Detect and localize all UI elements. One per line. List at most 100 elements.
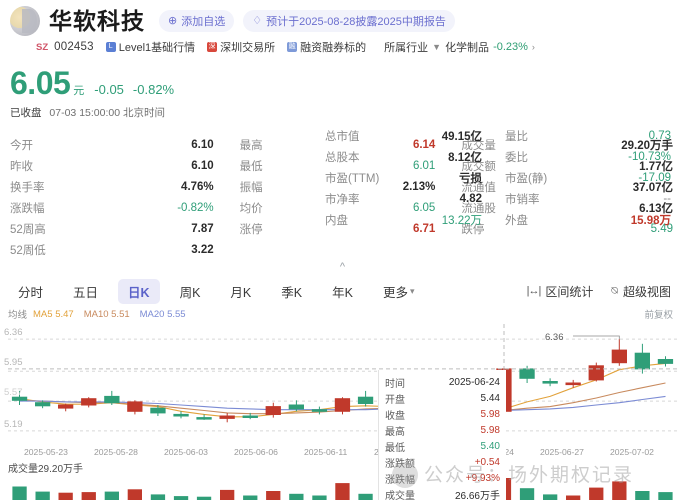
chevron-up-icon: ^	[339, 261, 346, 273]
stat-row: 市净率 4.82	[325, 188, 500, 209]
tab-more-label: 更多	[382, 285, 408, 300]
y-axis-label: 5.19	[4, 419, 23, 430]
tag-margin[interactable]: 融 融资融券标的	[287, 39, 366, 55]
tab-jik[interactable]: 季K	[281, 285, 303, 300]
tab-niank[interactable]: 年K	[332, 285, 353, 300]
tooltip-value: 2025-06-24	[448, 376, 500, 388]
stat-row: 52周低 3.22	[10, 239, 232, 260]
add-watchlist-button[interactable]: ⊕ 添加自选	[159, 10, 235, 32]
stat-value: --	[663, 192, 671, 205]
collapse-stats-button[interactable]: ^	[0, 260, 685, 276]
tooltip-value: 26.66万手	[454, 490, 500, 500]
stats-column-3: 成交量 29.20万手 成交额 1.77亿 流通值 37.07亿 流通股 6.13亿 跌…	[453, 134, 675, 260]
adjust-mode-label[interactable]: 前复权	[644, 310, 673, 321]
stat-key: 市销率	[505, 193, 540, 206]
peak-price-annotation: 6.36	[545, 332, 564, 343]
stat-value: 4.76%	[181, 180, 214, 193]
stat-value: 2.13%	[402, 180, 436, 193]
stat-value: 1.77亿	[639, 160, 673, 173]
chart-period-tabs: 分时 五日 日K 周K 月K 季K 年K 更多 ▾ |↔| 区间统计 ⍉ 超级视…	[0, 276, 685, 306]
stat-key: 成交量	[461, 139, 496, 152]
candle-tooltip: 时间 2025-06-24 开盘 5.44 收盘 5.98 最高 5.98 最低 5.40…	[378, 370, 506, 500]
stat-key: 换手率	[10, 181, 45, 194]
exchange-tag: SZ	[36, 41, 49, 53]
expand-icon: ⍉	[611, 284, 618, 297]
tab-wuri[interactable]: 五日	[73, 285, 99, 300]
stat-value: 6.05	[412, 201, 436, 214]
volume-chart[interactable]: 成交量29.20万手	[0, 460, 685, 500]
y-axis-label: 5.95	[4, 357, 23, 368]
tooltip-key: 成交量	[385, 490, 415, 500]
tag-margin-label: 融资融券标的	[300, 42, 367, 54]
stats-column-5: 量比 0.73 委比 -10.73% 市盈(静) -17.09 市销率 -- 外盘 15.…	[505, 125, 677, 230]
industry-change-pct: -0.23%	[493, 41, 528, 53]
price-unit: 元	[73, 85, 85, 97]
x-axis-tick: 2025-06-06	[234, 447, 278, 457]
chart-tools: |↔| 区间统计 ⍉ 超级视图	[527, 283, 677, 300]
stat-key: 流通股	[461, 202, 496, 215]
stat-value: 亏损	[459, 172, 482, 185]
stats-grid: 今开 6.10 昨收 6.10 换手率 4.76% 涨跌幅 -0.82% 52周高 7.8…	[0, 134, 685, 260]
stat-row-empty	[453, 239, 675, 260]
stat-key: 委比	[505, 151, 528, 164]
tag-level1-label: Level1基础行情	[118, 42, 196, 54]
tag-exchange-label: 深圳交易所	[220, 42, 276, 54]
price-change-pct: -0.82%	[132, 82, 175, 97]
stat-key: 均价	[239, 202, 263, 215]
chevron-down-icon: ▼	[432, 42, 442, 52]
stat-row: 今开 6.10	[10, 134, 232, 155]
stat-value: 0.73	[648, 129, 671, 142]
company-logo	[10, 6, 40, 36]
tag-exchange[interactable]: 深 深圳交易所	[207, 39, 275, 55]
stat-key: 涨停	[239, 223, 263, 236]
stat-value: 6.13亿	[639, 202, 673, 215]
report-notice-button[interactable]: ♢ 预计于2025-08-28披露2025中期报告	[243, 10, 455, 32]
page-title: 华软科技	[49, 8, 145, 34]
stat-key: 涨跌幅	[10, 202, 45, 215]
chevron-right-icon: ›	[531, 42, 535, 52]
tooltip-row: 最高 5.98	[385, 422, 500, 438]
tooltip-key: 时间	[385, 378, 405, 390]
stat-row: 换手率 4.76%	[10, 176, 232, 197]
quote-price-line: 6.05 元 -0.05 -0.82%	[10, 67, 685, 99]
stat-value: 4.82	[459, 192, 482, 205]
current-price: 6.05	[10, 65, 71, 101]
stat-row: 内盘 13.22万	[325, 209, 500, 230]
tooltip-value: 5.40	[480, 440, 500, 452]
stat-row: 流通值 37.07亿	[453, 176, 675, 197]
tooltip-value: 5.98	[480, 408, 500, 420]
stat-value: 6.10	[191, 138, 214, 151]
candlestick-svg	[8, 324, 677, 444]
stat-row: 52周高 7.87	[10, 218, 232, 239]
stat-value: -10.73%	[628, 150, 671, 163]
report-notice-label: 预计于2025-08-28披露2025中期报告	[266, 16, 446, 28]
range-stats-label: 区间统计	[545, 284, 594, 299]
stat-key: 今开	[10, 139, 33, 152]
stat-key: 量比	[505, 130, 528, 143]
stat-key: 52周低	[10, 244, 46, 257]
tooltip-key: 最高	[385, 426, 405, 438]
range-stats-button[interactable]: |↔| 区间统计	[527, 283, 594, 300]
chevron-down-icon: ▾	[409, 285, 415, 296]
stat-row: 总市值 49.15亿	[325, 125, 500, 146]
stat-value: 5.49	[650, 222, 673, 235]
tab-yuek[interactable]: 月K	[230, 285, 252, 300]
industry-selector[interactable]: 所属行业 ▼ 化学制品 -0.23% ›	[384, 39, 535, 55]
exchange-badge-icon: 深	[207, 42, 218, 52]
stat-key: 流通值	[461, 181, 496, 194]
stat-row: 均价 6.05	[232, 197, 454, 218]
x-axis-tick: 2025-05-28	[94, 447, 138, 457]
super-view-button[interactable]: ⍉ 超级视图	[611, 283, 671, 300]
tab-fenshi[interactable]: 分时	[18, 285, 44, 300]
tab-rik[interactable]: 日K	[118, 278, 160, 304]
tab-more[interactable]: 更多 ▾	[373, 279, 425, 304]
tab-zhouk[interactable]: 周K	[179, 285, 201, 300]
stat-value: 15.98万	[630, 214, 671, 227]
tooltip-row: 收盘 5.98	[385, 406, 500, 422]
stat-row-empty	[232, 239, 454, 260]
stat-row: 昨收 6.10	[10, 155, 232, 176]
tag-level1[interactable]: L Level1基础行情	[105, 39, 196, 55]
stat-row: 最高 6.14	[232, 134, 454, 155]
candlestick-chart[interactable]: 6.36 5.95 5.57 5.19 6.36	[0, 324, 685, 444]
